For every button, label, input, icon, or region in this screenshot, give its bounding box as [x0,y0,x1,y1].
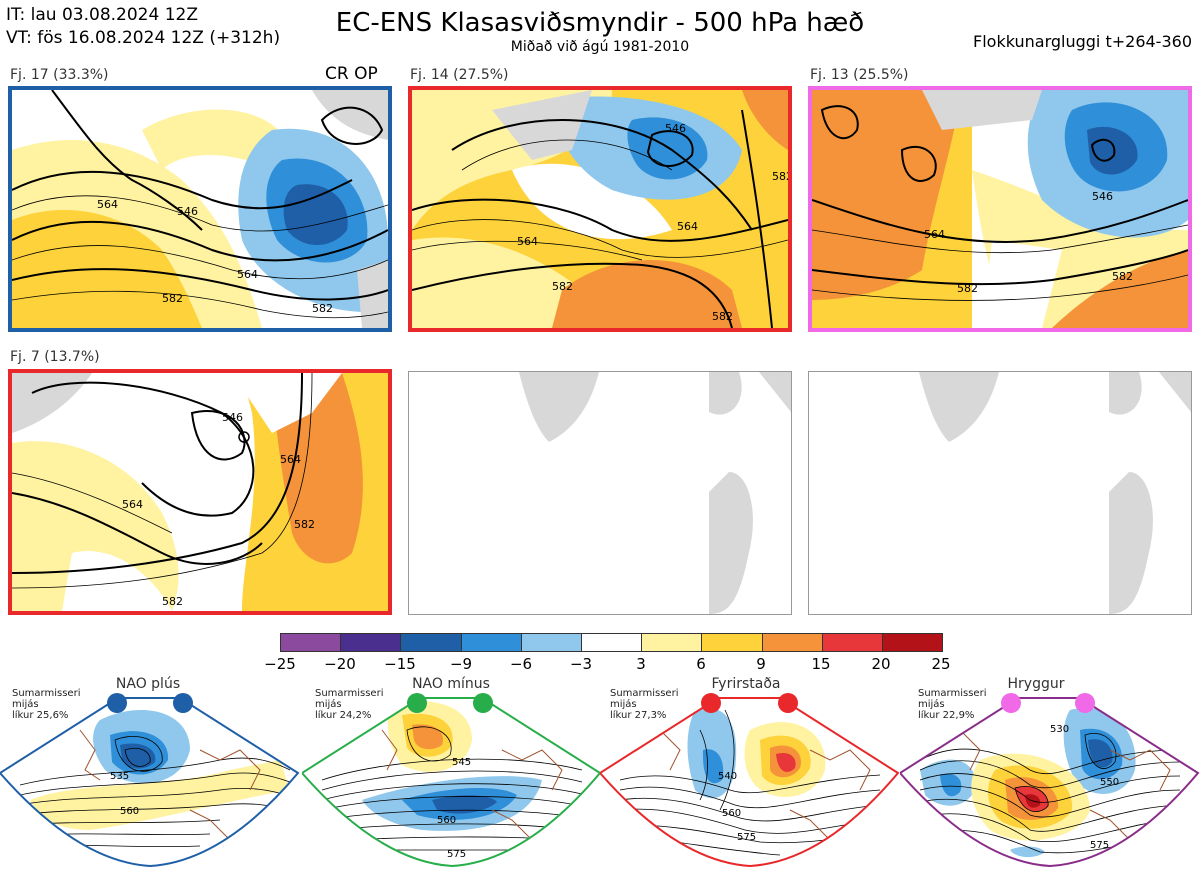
issue-time: IT: lau 03.08.2024 12Z [6,5,198,25]
regime-2-season: Sumarmisseri [315,688,384,699]
svg-text:564: 564 [924,228,945,241]
colorbar-swatch [460,634,521,651]
panel-3-label: Fj. 13 (25.5%) [810,67,909,83]
svg-text:564: 564 [122,498,143,511]
regime-2-label: 545 [452,757,471,768]
colorbar-tick: 25 [931,655,951,673]
regime-4-title: Hryggur [1007,676,1065,692]
regime-1-title: NAO plús [115,676,181,692]
svg-text:582: 582 [162,292,183,305]
regime-3-mean: mijás [610,699,637,710]
empty-map-5 [408,371,792,615]
colorbar-swatch [520,634,581,651]
colorbar [280,633,943,652]
regime-1-mean: mijás [12,699,39,710]
regime-2-label: 560 [437,815,456,826]
regime-3-prob: líkur 27,3% [610,710,667,721]
colorbar-tick: −15 [384,655,416,673]
colorbar-tick: 9 [756,655,766,673]
colorbar-swatch [881,634,943,651]
svg-text:582: 582 [772,170,788,183]
regime-4-mean: mijás [918,699,945,710]
empty-map-6 [808,371,1192,615]
regime-2-prob: líkur 24,2% [315,710,372,721]
colorbar-tick: −3 [569,655,593,673]
svg-text:582: 582 [312,302,333,315]
regime-4-label: 550 [1100,777,1119,788]
regime-2-title: NAO mínus [412,676,490,692]
cluster-map-2: 546 564 564 582 582 582 [408,86,792,332]
svg-text:546: 546 [1092,190,1113,203]
colorbar-swatch [340,634,401,651]
colorbar-tick: 20 [871,655,891,673]
regime-2-label: 575 [447,849,466,860]
regime-1-label: 535 [110,771,129,782]
svg-text:564: 564 [677,220,698,233]
colorbar-tick: −25 [264,655,296,673]
cluster-map-4: 546 564 564 582 582 [8,369,392,615]
window-label: Flokkunargluggi t+264-360 [973,32,1192,51]
colorbar-swatch [281,634,341,651]
svg-text:564: 564 [97,198,118,211]
regime-4-map: 530 550 575 [900,693,1200,868]
svg-text:582: 582 [294,518,315,531]
svg-text:582: 582 [162,595,183,608]
regime-4-label: 530 [1050,724,1069,735]
regime-3-season: Sumarmisseri [610,688,679,699]
regime-3-map: 540 560 575 [600,693,900,868]
panel-1-tag: CR OP [325,64,378,84]
colorbar-swatch [821,634,882,651]
regime-4-season: Sumarmisseri [918,688,987,699]
regime-1-prob: líkur 25,6% [12,710,69,721]
regime-4-info: Sumarmisseri mijás líkur 22,9% [918,688,986,721]
colorbar-tick: −9 [449,655,473,673]
cluster-map-1: 564 582 582 546 564 [8,86,392,332]
regime-4-label: 575 [1090,840,1109,851]
regime-1-map: 535 560 [0,693,300,868]
regime-2-map: 545 560 575 [302,693,602,868]
svg-text:582: 582 [957,282,978,295]
valid-time: VT: fös 16.08.2024 12Z (+312h) [6,28,281,48]
colorbar-tick: 15 [811,655,831,673]
svg-text:564: 564 [280,453,301,466]
svg-text:582: 582 [1112,270,1133,283]
header-info: IT: lau 03.08.2024 12Z VT: fös 16.08.202… [6,4,280,50]
regime-4-prob: líkur 22,9% [918,710,975,721]
svg-text:564: 564 [237,268,258,281]
svg-text:546: 546 [177,205,198,218]
colorbar-tick: −6 [509,655,533,673]
colorbar-swatch [641,634,702,651]
svg-text:546: 546 [665,122,686,135]
regime-1-label: 560 [120,806,139,817]
regime-3-label: 560 [722,808,741,819]
colorbar-swatch [580,634,642,651]
cluster-map-3: 564 582 546 582 [808,86,1192,332]
svg-text:582: 582 [552,280,573,293]
regime-3-label: 540 [718,771,737,782]
regime-1-info: Sumarmisseri mijás líkur 25,6% [12,688,80,721]
colorbar-tick: 6 [696,655,706,673]
regime-3-title: Fyrirstaða [711,676,781,692]
svg-text:582: 582 [712,310,733,323]
colorbar-tick: 3 [636,655,646,673]
colorbar-swatch [400,634,461,651]
colorbar-tick: −20 [324,655,356,673]
regime-1-season: Sumarmisseri [12,688,81,699]
colorbar-swatch [761,634,822,651]
colorbar-swatch [701,634,762,651]
panel-2-label: Fj. 14 (27.5%) [410,67,509,83]
regime-2-mean: mijás [315,699,342,710]
regime-2-info: Sumarmisseri mijás líkur 24,2% [315,688,383,721]
svg-text:546: 546 [222,411,243,424]
svg-text:564: 564 [517,235,538,248]
panel-4-label: Fj. 7 (13.7%) [10,349,100,365]
page-subtitle: Miðað við ágú 1981-2010 [510,39,690,55]
page-title: EC-ENS Klasasviðsmyndir - 500 hPa hæð [335,8,865,38]
regime-3-label: 575 [737,832,756,843]
regime-3-info: Sumarmisseri mijás líkur 27,3% [610,688,678,721]
panel-1-label: Fj. 17 (33.3%) [10,67,109,83]
